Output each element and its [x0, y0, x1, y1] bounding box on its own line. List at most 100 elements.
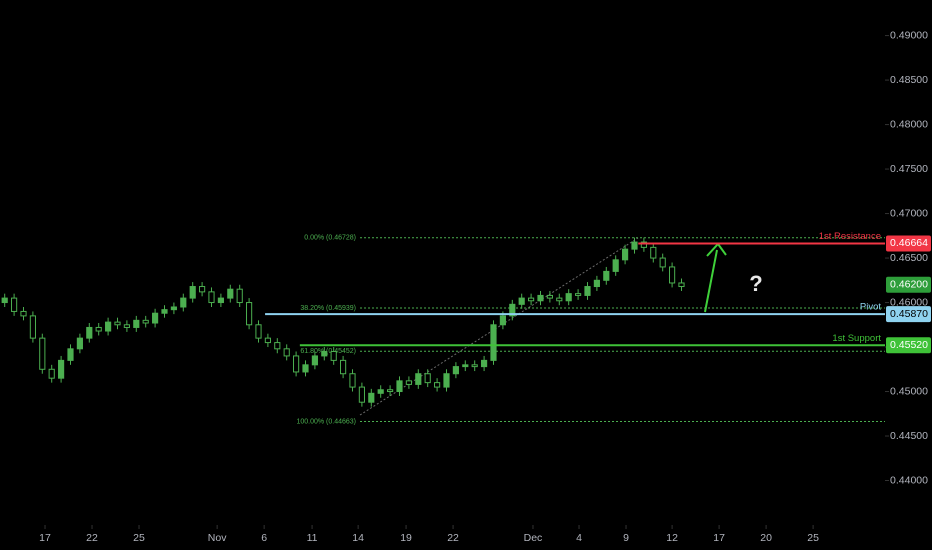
- candle-body: [264, 337, 271, 344]
- x-tick-label: 12: [666, 532, 678, 544]
- candle-body: [377, 389, 384, 394]
- x-tick-label: 19: [400, 532, 412, 544]
- y-tick-label: 0.47500: [890, 163, 928, 175]
- candle-body: [105, 321, 112, 332]
- candle-body: [499, 315, 506, 326]
- price-tag-label: 0.46664: [890, 237, 928, 249]
- candle-body: [387, 389, 394, 393]
- candle-body: [669, 266, 676, 284]
- candle-body: [349, 373, 356, 388]
- x-tick-label: 22: [86, 532, 98, 544]
- y-tick-label: 0.44000: [890, 474, 928, 486]
- candle-body: [481, 359, 488, 368]
- candle-body: [133, 319, 140, 328]
- candle-body: [424, 373, 431, 384]
- fib-label: 61.80% (0.45452): [300, 348, 356, 355]
- y-tick-label: 0.46500: [890, 252, 928, 264]
- candle-body: [29, 315, 36, 339]
- candle-body: [415, 373, 422, 385]
- candle-body: [330, 350, 337, 361]
- candle-body: [396, 380, 403, 393]
- fib-trend-line: [359, 237, 639, 416]
- candle-body: [340, 359, 347, 375]
- candle-body: [199, 286, 206, 293]
- candle-body: [95, 326, 102, 332]
- y-tick-label: 0.45000: [890, 385, 928, 397]
- candle-body: [246, 302, 253, 326]
- candle-body: [283, 348, 290, 357]
- candle-body: [546, 294, 553, 299]
- x-tick-label: Nov: [208, 532, 227, 544]
- x-tick-label: 9: [623, 532, 629, 544]
- candle-body: [622, 248, 629, 261]
- candle-body: [462, 364, 469, 368]
- candle-body: [152, 312, 159, 324]
- y-tick-label: 0.44500: [890, 430, 928, 442]
- fib-label: 0.00% (0.46728): [304, 235, 356, 242]
- fib-label: 38.20% (0.45939): [300, 305, 356, 312]
- candle-body: [1, 297, 8, 304]
- price-tag-label: 0.45520: [890, 339, 928, 351]
- candle-body: [76, 337, 83, 350]
- arrow-shaft: [704, 249, 718, 313]
- annotation: ?: [749, 271, 762, 296]
- x-tick-label: 4: [576, 532, 582, 544]
- level-name: 1st Resistance: [819, 231, 881, 242]
- price-tag: [886, 306, 931, 323]
- candle-body: [678, 282, 685, 288]
- candle-body: [170, 306, 177, 311]
- y-tick-label: 0.48000: [890, 118, 928, 130]
- candle-body: [311, 355, 318, 366]
- candle-body: [236, 288, 243, 304]
- candle-body: [565, 293, 572, 302]
- candle-body: [631, 241, 638, 250]
- candle-body: [217, 297, 224, 304]
- candle-body: [575, 293, 582, 296]
- candle-body: [659, 257, 666, 268]
- candle-body: [640, 241, 647, 248]
- candle-body: [302, 364, 309, 373]
- candle-body: [443, 373, 450, 388]
- level-name: Pivot: [860, 302, 881, 313]
- candle-body: [434, 382, 441, 388]
- candle-body: [556, 297, 563, 302]
- candle-body: [274, 342, 281, 350]
- candle-body: [39, 337, 46, 370]
- candle-body: [537, 294, 544, 302]
- candle-body: [208, 291, 215, 304]
- candle-body: [123, 324, 130, 328]
- candle-body: [368, 392, 375, 403]
- x-tick-label: 25: [133, 532, 145, 544]
- candle-body: [180, 297, 187, 308]
- candle-body: [20, 310, 27, 317]
- price-tag: [886, 337, 931, 354]
- x-tick-label: 14: [352, 532, 364, 544]
- candle-body: [161, 309, 168, 314]
- candle-body: [255, 324, 262, 339]
- candle-body: [86, 326, 93, 339]
- x-tick-label: 6: [261, 532, 267, 544]
- y-tick-label: 0.49000: [890, 29, 928, 41]
- candle-body: [11, 297, 18, 312]
- candle-body: [142, 319, 149, 324]
- x-tick-label: 20: [760, 532, 772, 544]
- y-tick-label: 0.46000: [890, 296, 928, 308]
- candle-body: [528, 297, 535, 302]
- current-price-label: 0.46200: [890, 279, 928, 291]
- price-tag: [886, 235, 931, 252]
- candle-body: [321, 350, 328, 357]
- candle-body: [358, 386, 365, 403]
- y-tick-label: 0.47000: [890, 207, 928, 219]
- x-tick-label: 17: [39, 532, 51, 544]
- fib-label: 100.00% (0.44663): [296, 418, 356, 425]
- candle-body: [593, 279, 600, 288]
- x-tick-label: 17: [713, 532, 725, 544]
- level-name: 1st Support: [832, 333, 881, 344]
- x-tick-label: 11: [307, 532, 318, 544]
- candle-body: [518, 297, 525, 305]
- candle-body: [471, 364, 478, 368]
- candle-body: [612, 259, 619, 272]
- candle-body: [509, 303, 516, 317]
